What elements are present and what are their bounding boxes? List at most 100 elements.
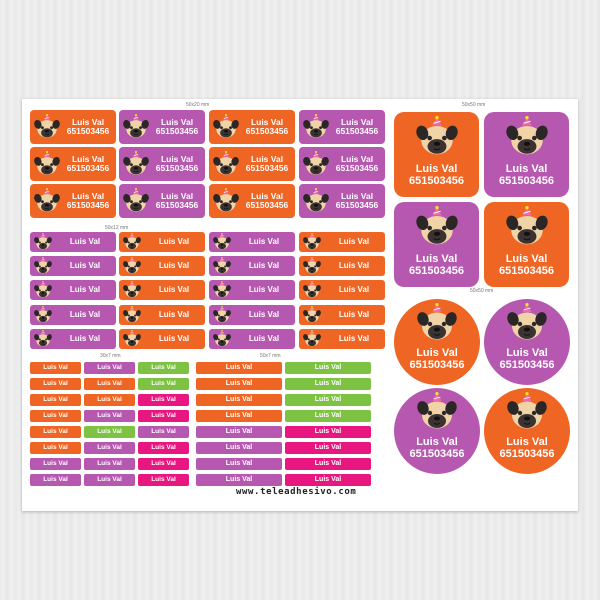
name-label-30x7: Luis Val bbox=[30, 458, 81, 470]
name-label-50x12: Luis Val bbox=[30, 256, 116, 276]
name-label-50x7: Luis Val bbox=[196, 442, 282, 454]
pug-face-party-hat-icon bbox=[303, 257, 321, 276]
name-label-30x7: Luis Val bbox=[138, 442, 189, 454]
name-label-30x7: Luis Val bbox=[30, 362, 81, 374]
label-name: Luis Val bbox=[151, 411, 176, 419]
name-label-50x7: Luis Val bbox=[285, 474, 371, 486]
name-label-50x50-square: Luis Val 651503456 bbox=[394, 112, 479, 197]
label-name: Luis Val bbox=[415, 253, 458, 266]
name-label-50x7: Luis Val bbox=[196, 394, 282, 406]
name-label-50x20: Luis Val 651503456 bbox=[299, 147, 385, 181]
pug-face-party-hat-icon bbox=[34, 114, 60, 144]
label-text: Luis Val 651503456 bbox=[394, 158, 479, 194]
label-text: Luis Val bbox=[285, 410, 371, 422]
name-label-50x12: Luis Val bbox=[119, 256, 205, 276]
label-name: Luis Val bbox=[314, 428, 342, 436]
label-text: Luis Val bbox=[323, 329, 385, 349]
label-name: Luis Val bbox=[97, 427, 122, 435]
pug-face-party-hat-icon bbox=[303, 306, 321, 325]
name-label-50x7: Luis Val bbox=[285, 362, 371, 374]
label-name: Luis Val bbox=[158, 333, 190, 343]
name-label-50x50-round: Luis Val 651503456 bbox=[484, 388, 570, 474]
label-text: Luis Val bbox=[30, 426, 81, 438]
name-label-50x20: Luis Val 651503456 bbox=[209, 184, 295, 218]
label-text: Luis Val bbox=[143, 232, 205, 252]
label-phone: 651503456 bbox=[409, 359, 465, 371]
label-name: Luis Val bbox=[248, 236, 280, 246]
pug-face-party-hat-icon bbox=[506, 116, 548, 163]
label-phone: 651503456 bbox=[498, 175, 555, 187]
size-label-50x7: 50x7 mm bbox=[260, 353, 281, 359]
label-text: Luis Val 651503456 bbox=[149, 147, 205, 181]
label-phone: 651503456 bbox=[408, 265, 465, 277]
label-text: Luis Val bbox=[84, 394, 135, 406]
name-label-30x7: Luis Val bbox=[138, 378, 189, 390]
label-phone: 651503456 bbox=[409, 448, 465, 460]
label-text: Luis Val 651503456 bbox=[60, 184, 116, 218]
label-text: Luis Val bbox=[30, 362, 81, 374]
name-label-50x12: Luis Val bbox=[209, 305, 295, 325]
name-label-50x12: Luis Val bbox=[209, 232, 295, 252]
name-label-50x20: Luis Val 651503456 bbox=[119, 184, 205, 218]
label-name: Luis Val bbox=[225, 364, 253, 372]
name-label-30x7: Luis Val bbox=[84, 426, 135, 438]
label-text: Luis Val bbox=[84, 442, 135, 454]
size-label-50x20: 50x20 mm bbox=[186, 102, 210, 108]
label-text: Luis Val 651503456 bbox=[394, 432, 480, 466]
label-text: Luis Val bbox=[138, 458, 189, 470]
name-label-50x50-round: Luis Val 651503456 bbox=[394, 299, 480, 385]
name-label-50x7: Luis Val bbox=[285, 442, 371, 454]
label-name: Luis Val bbox=[71, 117, 105, 128]
label-name: Luis Val bbox=[225, 428, 253, 436]
label-phone: 651503456 bbox=[335, 163, 379, 173]
label-text: Luis Val 651503456 bbox=[329, 184, 385, 218]
label-name: Luis Val bbox=[250, 117, 284, 128]
label-phone: 651503456 bbox=[66, 200, 110, 210]
label-name: Luis Val bbox=[225, 444, 253, 452]
label-name: Luis Val bbox=[314, 460, 342, 468]
label-text: Luis Val bbox=[30, 394, 81, 406]
name-label-50x12: Luis Val bbox=[299, 329, 385, 349]
name-label-30x7: Luis Val bbox=[138, 394, 189, 406]
label-name: Luis Val bbox=[158, 260, 190, 270]
label-phone: 651503456 bbox=[155, 163, 199, 173]
pug-face-party-hat-icon bbox=[123, 188, 149, 218]
label-name: Luis Val bbox=[151, 379, 176, 387]
label-name: Luis Val bbox=[97, 459, 122, 467]
name-label-50x12: Luis Val bbox=[119, 329, 205, 349]
pug-face-party-hat-icon bbox=[123, 330, 141, 349]
label-phone: 651503456 bbox=[408, 175, 465, 187]
name-label-50x7: Luis Val bbox=[196, 378, 282, 390]
label-name: Luis Val bbox=[43, 443, 68, 451]
pug-face-party-hat-icon bbox=[34, 281, 52, 300]
name-label-50x20: Luis Val 651503456 bbox=[30, 147, 116, 181]
name-label-50x12: Luis Val bbox=[209, 256, 295, 276]
name-label-30x7: Luis Val bbox=[84, 378, 135, 390]
pug-face-party-hat-icon bbox=[213, 257, 231, 276]
name-label-30x7: Luis Val bbox=[138, 474, 189, 486]
label-phone: 651503456 bbox=[66, 163, 110, 173]
label-phone: 651503456 bbox=[155, 200, 199, 210]
label-name: Luis Val bbox=[416, 436, 458, 449]
label-text: Luis Val bbox=[196, 362, 282, 374]
pug-face-party-hat-icon bbox=[34, 257, 52, 276]
label-name: Luis Val bbox=[338, 260, 370, 270]
pug-face-party-hat-icon bbox=[123, 151, 149, 181]
name-label-30x7: Luis Val bbox=[84, 442, 135, 454]
label-text: Luis Val bbox=[30, 410, 81, 422]
label-name: Luis Val bbox=[97, 443, 122, 451]
label-name: Luis Val bbox=[340, 154, 374, 165]
label-text: Luis Val 651503456 bbox=[394, 248, 479, 284]
label-text: Luis Val 651503456 bbox=[484, 248, 569, 284]
name-label-30x7: Luis Val bbox=[30, 378, 81, 390]
label-text: Luis Val bbox=[143, 256, 205, 276]
label-text: Luis Val bbox=[138, 362, 189, 374]
label-text: Luis Val bbox=[143, 329, 205, 349]
label-name: Luis Val bbox=[158, 284, 190, 294]
label-text: Luis Val bbox=[138, 474, 189, 486]
label-name: Luis Val bbox=[69, 236, 101, 246]
pug-face-party-hat-icon bbox=[303, 114, 329, 144]
label-text: Luis Val bbox=[30, 442, 81, 454]
name-label-50x7: Luis Val bbox=[285, 426, 371, 438]
label-name: Luis Val bbox=[43, 427, 68, 435]
